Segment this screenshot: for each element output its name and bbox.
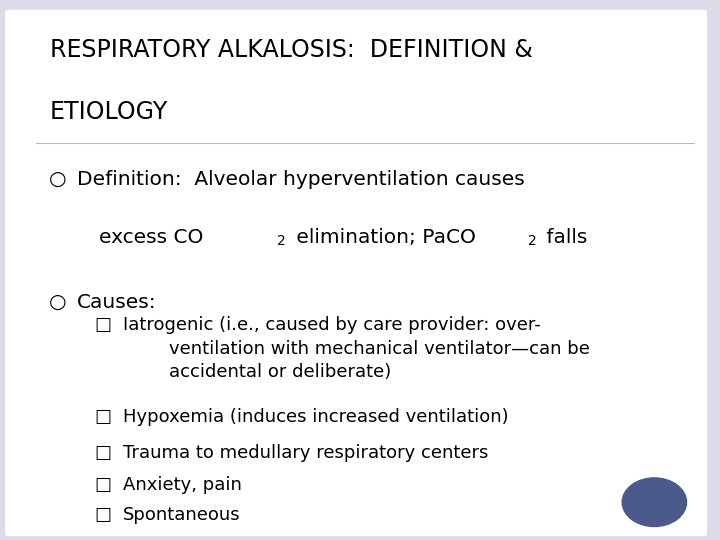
Text: □: □ bbox=[94, 506, 112, 524]
Text: Iatrogenic (i.e., caused by care provider: over-
        ventilation with mechan: Iatrogenic (i.e., caused by care provide… bbox=[123, 316, 590, 381]
Text: ○: ○ bbox=[49, 293, 66, 312]
Text: Causes:: Causes: bbox=[77, 293, 157, 312]
Text: ETIOLOGY: ETIOLOGY bbox=[50, 100, 168, 124]
Text: Definition:  Alveolar hyperventilation causes: Definition: Alveolar hyperventilation ca… bbox=[77, 170, 525, 189]
Text: □: □ bbox=[94, 476, 112, 494]
Text: falls: falls bbox=[540, 228, 588, 247]
Text: □: □ bbox=[94, 444, 112, 462]
Text: Hypoxemia (induces increased ventilation): Hypoxemia (induces increased ventilation… bbox=[123, 408, 508, 426]
Text: ○: ○ bbox=[49, 170, 66, 189]
Text: Trauma to medullary respiratory centers: Trauma to medullary respiratory centers bbox=[123, 444, 488, 462]
Text: □: □ bbox=[94, 408, 112, 426]
Text: elimination; PaCO: elimination; PaCO bbox=[289, 228, 475, 247]
Text: 2: 2 bbox=[277, 234, 287, 248]
Circle shape bbox=[622, 478, 687, 526]
Text: □: □ bbox=[94, 316, 112, 334]
Text: Spontaneous: Spontaneous bbox=[123, 506, 240, 524]
Text: excess CO: excess CO bbox=[99, 228, 203, 247]
Text: 2: 2 bbox=[528, 234, 536, 248]
Text: RESPIRATORY ALKALOSIS:  DEFINITION &: RESPIRATORY ALKALOSIS: DEFINITION & bbox=[50, 38, 533, 62]
Text: Anxiety, pain: Anxiety, pain bbox=[123, 476, 242, 494]
